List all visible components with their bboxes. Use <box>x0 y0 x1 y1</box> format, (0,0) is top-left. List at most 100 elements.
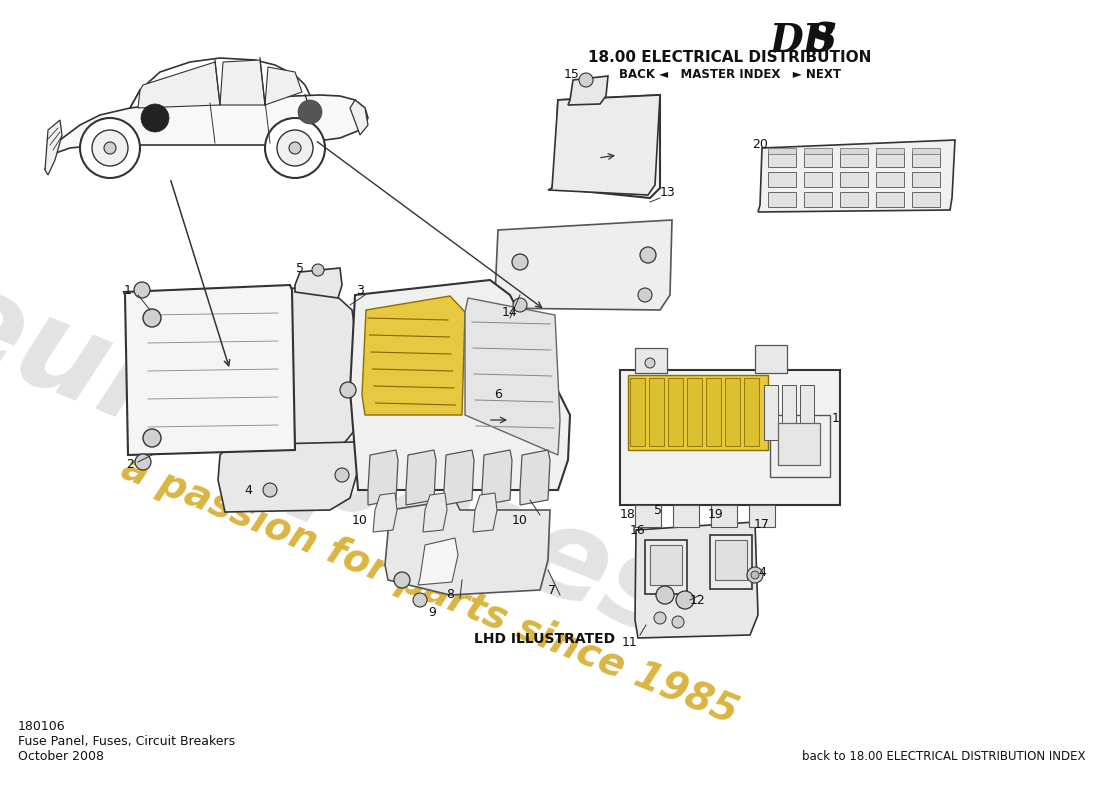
Circle shape <box>394 572 410 588</box>
Text: Fuse Panel, Fuses, Circuit Breakers: Fuse Panel, Fuses, Circuit Breakers <box>18 735 235 748</box>
Circle shape <box>656 586 674 604</box>
Circle shape <box>638 288 652 302</box>
Circle shape <box>80 118 140 178</box>
Text: 3: 3 <box>356 283 364 297</box>
Text: 13: 13 <box>660 186 675 198</box>
Bar <box>744 378 759 446</box>
Polygon shape <box>124 285 295 455</box>
Bar <box>768 192 796 207</box>
Bar <box>876 172 904 187</box>
Text: 4: 4 <box>758 566 766 578</box>
Bar <box>710 535 752 589</box>
Circle shape <box>289 142 301 154</box>
Text: back to 18.00 ELECTRICAL DISTRIBUTION INDEX: back to 18.00 ELECTRICAL DISTRIBUTION IN… <box>802 750 1085 763</box>
Text: 11: 11 <box>623 635 638 649</box>
Bar <box>645 540 688 594</box>
Polygon shape <box>424 493 447 532</box>
Circle shape <box>265 118 324 178</box>
Polygon shape <box>635 522 758 638</box>
Text: 18: 18 <box>620 509 636 522</box>
Circle shape <box>751 571 759 579</box>
Bar <box>804 148 832 154</box>
Bar <box>706 378 721 446</box>
Bar <box>770 415 830 477</box>
Bar <box>804 152 832 167</box>
Text: 180106: 180106 <box>18 720 66 733</box>
Text: 1: 1 <box>832 411 840 425</box>
Bar <box>778 423 820 465</box>
Text: 9: 9 <box>428 606 436 618</box>
Bar <box>876 148 904 154</box>
Polygon shape <box>350 280 570 490</box>
Bar <box>840 172 868 187</box>
Bar <box>749 505 775 527</box>
Text: 20: 20 <box>752 138 768 151</box>
Polygon shape <box>552 95 660 198</box>
Bar <box>840 148 868 154</box>
Circle shape <box>277 130 313 166</box>
Polygon shape <box>368 450 398 505</box>
Text: 17: 17 <box>755 518 770 531</box>
Polygon shape <box>444 450 474 505</box>
Text: 10: 10 <box>352 514 367 526</box>
Text: 5: 5 <box>296 262 304 274</box>
Circle shape <box>654 612 666 624</box>
Bar <box>768 148 796 154</box>
Circle shape <box>412 593 427 607</box>
Bar <box>725 378 740 446</box>
Text: LHD ILLUSTRATED: LHD ILLUSTRATED <box>474 632 616 646</box>
Polygon shape <box>473 493 497 532</box>
Text: 14: 14 <box>502 306 518 318</box>
Circle shape <box>676 591 694 609</box>
Circle shape <box>263 483 277 497</box>
Polygon shape <box>520 450 550 505</box>
Bar <box>630 378 645 446</box>
Circle shape <box>92 130 128 166</box>
Bar <box>876 152 904 167</box>
Bar <box>668 378 683 446</box>
Bar <box>804 192 832 207</box>
Text: a passion for parts since 1985: a passion for parts since 1985 <box>117 449 744 731</box>
Text: 4: 4 <box>244 483 252 497</box>
Text: 18.00 ELECTRICAL DISTRIBUTION: 18.00 ELECTRICAL DISTRIBUTION <box>588 50 871 65</box>
Polygon shape <box>373 493 397 532</box>
Bar <box>650 545 682 585</box>
Bar <box>840 152 868 167</box>
Bar <box>876 192 904 207</box>
Bar <box>764 385 778 440</box>
Polygon shape <box>350 100 368 135</box>
Polygon shape <box>295 268 342 298</box>
Text: S: S <box>808 22 836 60</box>
Polygon shape <box>490 220 672 310</box>
Text: 2: 2 <box>126 458 134 471</box>
Bar <box>673 505 698 527</box>
Polygon shape <box>568 76 608 105</box>
Text: 8: 8 <box>446 587 454 601</box>
Circle shape <box>134 282 150 298</box>
Bar <box>912 172 940 187</box>
Bar <box>782 385 796 440</box>
Text: DB: DB <box>770 22 837 60</box>
Circle shape <box>143 309 161 327</box>
Bar <box>628 375 768 450</box>
Circle shape <box>672 616 684 628</box>
Polygon shape <box>385 500 550 595</box>
Bar <box>768 172 796 187</box>
Bar <box>804 172 832 187</box>
Circle shape <box>312 264 324 276</box>
Text: October 2008: October 2008 <box>18 750 104 763</box>
Text: 1: 1 <box>124 283 132 297</box>
Circle shape <box>645 358 654 368</box>
Bar <box>711 505 737 527</box>
Text: 15: 15 <box>564 69 580 82</box>
Text: BACK ◄   MASTER INDEX   ► NEXT: BACK ◄ MASTER INDEX ► NEXT <box>619 68 842 81</box>
Polygon shape <box>362 296 465 415</box>
Circle shape <box>747 567 763 583</box>
Polygon shape <box>758 140 955 212</box>
Text: 19: 19 <box>708 509 724 522</box>
Text: 5: 5 <box>654 503 662 517</box>
Polygon shape <box>482 450 512 505</box>
Circle shape <box>512 254 528 270</box>
Polygon shape <box>620 370 840 505</box>
Polygon shape <box>288 285 358 455</box>
